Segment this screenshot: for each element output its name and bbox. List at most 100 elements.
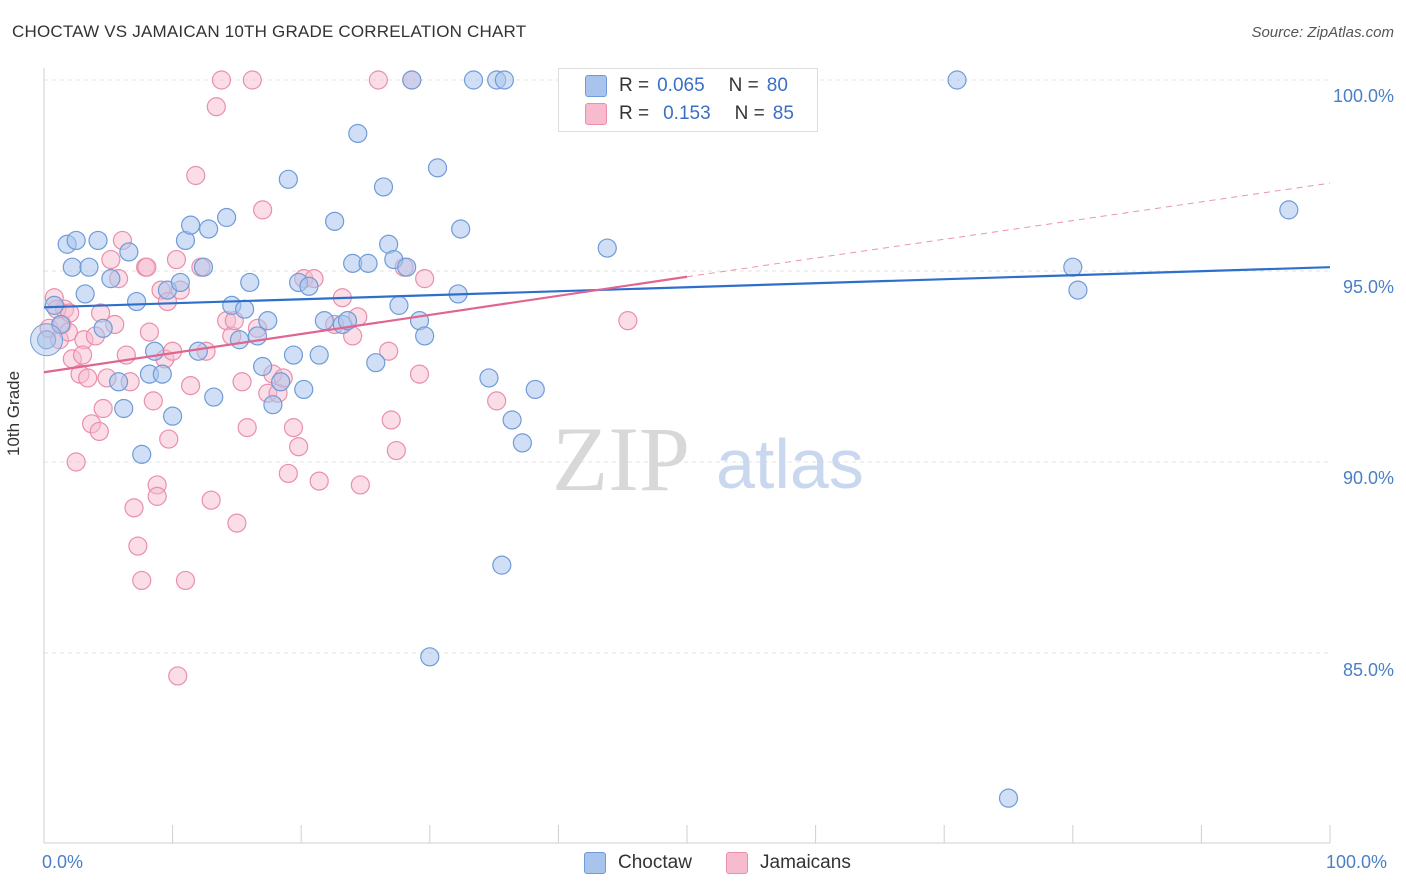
choctaw-point	[525, 379, 545, 400]
jamaicans-point	[181, 376, 201, 396]
choctaw-point	[463, 70, 484, 90]
choctaw-point	[294, 379, 314, 400]
jamaicans-point	[409, 364, 430, 384]
trend-lines	[43, 182, 1331, 374]
axes	[43, 68, 1331, 844]
watermark-atlas: atlas	[716, 425, 864, 503]
choctaw-point	[358, 253, 378, 273]
choctaw-point	[325, 211, 345, 231]
choctaw-point	[253, 356, 273, 377]
y-axis-label: 10th Grade	[4, 370, 23, 456]
choctaw-swatch	[584, 852, 606, 874]
jamaicans-point	[242, 70, 262, 90]
bottom-legend-choctaw-label: Choctaw	[618, 852, 692, 873]
jamaicans-point	[381, 410, 401, 430]
choctaw-point	[415, 326, 435, 346]
choctaw-point	[235, 299, 255, 319]
choctaw-point	[163, 406, 183, 426]
jamaicans-point	[139, 322, 160, 342]
choctaw-point	[36, 330, 57, 350]
choctaw-point	[204, 387, 224, 407]
y-tick-label-90: 90.0%	[1342, 468, 1394, 488]
bottom-legend-choctaw: Choctaw	[584, 852, 692, 874]
y-tick-label-95: 95.0%	[1342, 277, 1394, 297]
jamaicans-point	[124, 498, 144, 518]
jamaicans-point	[386, 440, 406, 461]
choctaw-point	[240, 272, 260, 293]
choctaw-point	[597, 238, 617, 258]
jamaicans-point	[618, 311, 638, 331]
choctaw-point	[451, 219, 471, 239]
choctaw-point	[278, 169, 298, 189]
jamaicans-point	[89, 421, 109, 442]
choctaw-point	[170, 272, 190, 293]
grid-lines	[44, 79, 1330, 654]
choctaw-point	[309, 345, 329, 365]
legend-n-label: N =	[734, 103, 765, 124]
jamaicans-point	[101, 249, 121, 270]
x-tick-label-min: 0.0%	[42, 852, 84, 872]
jamaicans-point	[379, 341, 399, 361]
choctaw-point	[373, 177, 394, 197]
choctaw-point	[389, 295, 409, 315]
legend-row-choctaw: R = 0.065 N = 80	[585, 75, 788, 97]
jamaicans-point	[368, 70, 388, 90]
choctaw-point	[126, 291, 147, 312]
jamaicans-point	[66, 452, 86, 472]
choctaw-point	[479, 368, 499, 388]
choctaw-point	[337, 311, 358, 331]
choctaw-point	[348, 123, 368, 144]
choctaw-point	[512, 433, 532, 453]
jamaicans-point	[159, 429, 179, 449]
choctaw-points	[30, 70, 1299, 808]
jamaicans-points	[39, 70, 638, 686]
jamaicans-point	[289, 437, 309, 457]
watermark: ZIP atlas	[552, 408, 864, 510]
choctaw-point	[229, 330, 250, 350]
choctaw-point	[494, 70, 514, 90]
jamaicans-point	[350, 475, 370, 495]
jamaicans-point	[132, 570, 152, 591]
choctaw-point	[402, 70, 422, 90]
legend-jamaicans-r: 0.153	[663, 103, 711, 124]
choctaw-point	[299, 276, 319, 296]
legend-row-jamaicans: R = 0.153 N = 85	[585, 103, 794, 125]
jamaicans-point	[201, 490, 221, 510]
stats-legend: R = 0.065 N = 80 R = 0.153 N = 85	[558, 68, 818, 132]
jamaicans-swatch	[726, 852, 748, 874]
jamaicans-point	[253, 200, 273, 220]
bottom-legend-jamaicans-label: Jamaicans	[760, 852, 851, 873]
choctaw-point	[114, 398, 134, 419]
choctaw-point	[44, 295, 64, 315]
watermark-zip: ZIP	[552, 408, 690, 510]
choctaw-point	[502, 410, 522, 430]
choctaw-point	[492, 555, 512, 575]
choctaw-point	[217, 207, 237, 228]
choctaw-swatch	[585, 75, 607, 97]
choctaw-point	[62, 257, 82, 277]
choctaw-point	[132, 444, 152, 464]
jamaicans-point	[93, 398, 113, 419]
choctaw-point	[66, 230, 86, 251]
choctaw-point	[79, 257, 99, 277]
legend-r-label: R =	[619, 75, 650, 96]
choctaw-point	[193, 257, 214, 277]
jamaicans-point	[186, 165, 206, 186]
jamaicans-point	[137, 257, 157, 277]
choctaw-point	[199, 219, 219, 239]
jamaicans-point	[72, 345, 93, 365]
jamaicans-point	[232, 372, 252, 392]
chart-title: CHOCTAW VS JAMAICAN 10TH GRADE CORRELATI…	[12, 22, 527, 41]
jamaicans-point	[78, 368, 98, 388]
jamaicans-point	[237, 418, 257, 438]
legend-choctaw-n: 80	[766, 75, 788, 96]
choctaw-point	[314, 311, 334, 331]
jamaicans-point	[206, 97, 226, 117]
choctaw-point	[181, 215, 201, 235]
jamaicans-point	[309, 471, 329, 491]
choctaw-point	[1068, 280, 1088, 300]
choctaw-point	[88, 230, 108, 251]
legend-choctaw-r: 0.065	[657, 75, 705, 96]
jamaicans-point	[166, 249, 187, 270]
